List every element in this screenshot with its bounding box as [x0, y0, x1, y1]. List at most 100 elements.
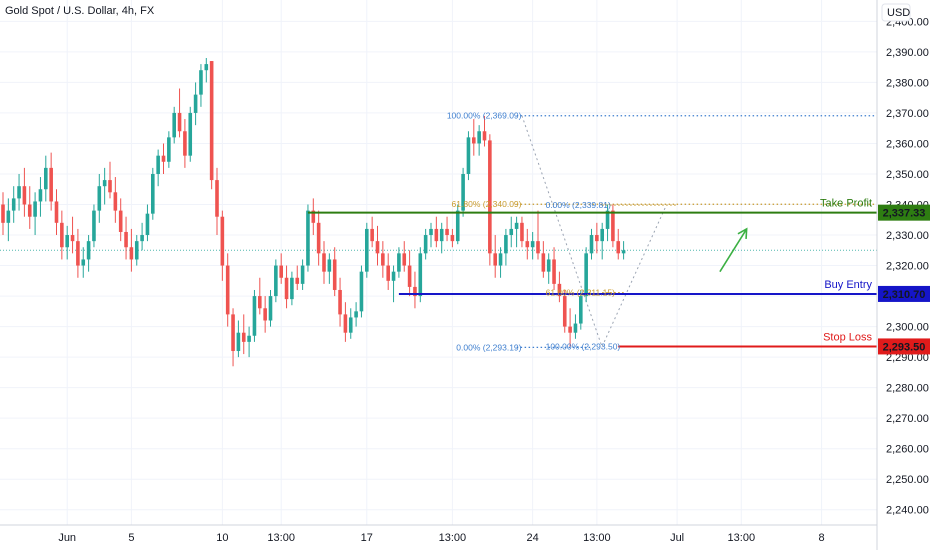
price-tag-2: 2,293.50: [878, 338, 930, 355]
level-label-0: Take Profit: [820, 198, 872, 210]
candle-body: [557, 283, 562, 297]
candle-72: [386, 253, 390, 290]
candle-97: [520, 216, 524, 248]
candle-body: [60, 222, 64, 248]
candle-42: [225, 253, 230, 327]
candle-body: [418, 253, 423, 297]
candle-61: [327, 253, 332, 284]
x-tick-label: 13:00: [439, 532, 467, 544]
y-tick-label: 2,270.00: [886, 413, 929, 425]
candle-90: [482, 115, 487, 147]
fib-label-3: 61.80% (2,311.15): [546, 288, 615, 298]
candle-81: [434, 216, 439, 248]
x-tick-label: 5: [128, 532, 134, 544]
x-tick-label: 13:00: [728, 532, 756, 544]
candle-26: [140, 222, 144, 251]
candle-7: [38, 177, 43, 217]
candle-49: [263, 296, 267, 333]
candle-body: [365, 228, 369, 272]
candle-body: [498, 253, 503, 266]
x-tick-label: 24: [527, 532, 539, 544]
candle-body: [338, 289, 342, 315]
candle-20: [108, 161, 112, 199]
candle-body: [611, 210, 615, 242]
candle-39: [209, 61, 214, 190]
candle-111: [595, 222, 599, 254]
candle-body: [108, 180, 112, 193]
fib-trendline-0: [521, 115, 603, 348]
fib-label-4: 100.00% (2,293.50): [546, 341, 621, 351]
candle-body: [354, 311, 358, 318]
candle-58: [311, 198, 316, 236]
candle-body: [343, 314, 348, 333]
candle-24: [129, 228, 134, 272]
currency-label: USD: [887, 7, 910, 19]
candle-body: [621, 250, 626, 254]
candle-64: [343, 302, 348, 342]
candle-body: [493, 253, 497, 266]
candle-body: [231, 314, 235, 352]
candle-56: [300, 259, 305, 290]
candle-body: [520, 222, 524, 242]
candle-9: [49, 152, 53, 211]
candle-body: [472, 137, 476, 144]
candle-body: [204, 64, 209, 71]
candle-body: [295, 277, 300, 284]
fib-label-1: 61.80% (2,340.09): [452, 199, 522, 209]
candle-body: [541, 253, 546, 272]
candle-31: [167, 131, 171, 168]
arrow-shaft: [719, 228, 748, 273]
candle-89: [477, 125, 481, 156]
candle-88: [472, 119, 476, 156]
candle-body: [589, 235, 594, 254]
y-tick-label: 2,280.00: [886, 383, 929, 395]
candle-100: [536, 210, 540, 260]
candle-body: [311, 210, 316, 223]
candle-11: [60, 210, 64, 260]
candle-6: [33, 192, 37, 236]
candle-4: [22, 167, 27, 217]
candle-body: [225, 265, 230, 315]
candle-body: [439, 228, 444, 242]
y-tick-label: 2,350.00: [886, 169, 929, 181]
price-tag-box: [878, 204, 930, 221]
price-tag-text: 2,293.50: [883, 341, 926, 353]
candle-16: [86, 235, 91, 272]
candle-body: [466, 137, 471, 174]
candle-body: [568, 326, 572, 333]
candle-body: [327, 259, 332, 272]
candle-62: [332, 247, 337, 297]
candle-body: [113, 192, 118, 211]
candle-body: [407, 265, 412, 287]
currency-button[interactable]: USD: [881, 3, 911, 22]
candle-body: [562, 296, 567, 327]
time-axis[interactable]: Jun 5 10 13:00 17 13:00 24 13:00 Jul 13:00 8: [58, 532, 824, 544]
candle-body: [17, 186, 21, 199]
candle-body: [488, 140, 492, 254]
candle-27: [145, 204, 150, 242]
level-label-2: Stop Loss: [823, 331, 872, 343]
candle-14: [76, 228, 80, 278]
candle-96: [514, 216, 519, 248]
candle-body: [445, 228, 449, 236]
candle-54: [290, 271, 294, 306]
candle-body: [290, 277, 294, 300]
candle-10: [54, 189, 59, 236]
candle-0: [1, 192, 5, 236]
candle-91: [488, 134, 492, 266]
candle-body: [252, 296, 257, 336]
candle-body: [6, 210, 11, 223]
candle-37: [199, 64, 203, 107]
candle-body: [236, 332, 241, 352]
candle-113: [605, 204, 610, 242]
candle-body: [27, 204, 32, 217]
candle-52: [279, 253, 283, 284]
x-tick-label: Jul: [670, 532, 684, 544]
candle-40: [215, 167, 219, 236]
candle-94: [504, 228, 508, 266]
y-tick-label: 2,320.00: [886, 261, 929, 273]
candle-body: [11, 198, 16, 211]
candle-47: [252, 289, 257, 342]
candle-body: [552, 259, 556, 284]
